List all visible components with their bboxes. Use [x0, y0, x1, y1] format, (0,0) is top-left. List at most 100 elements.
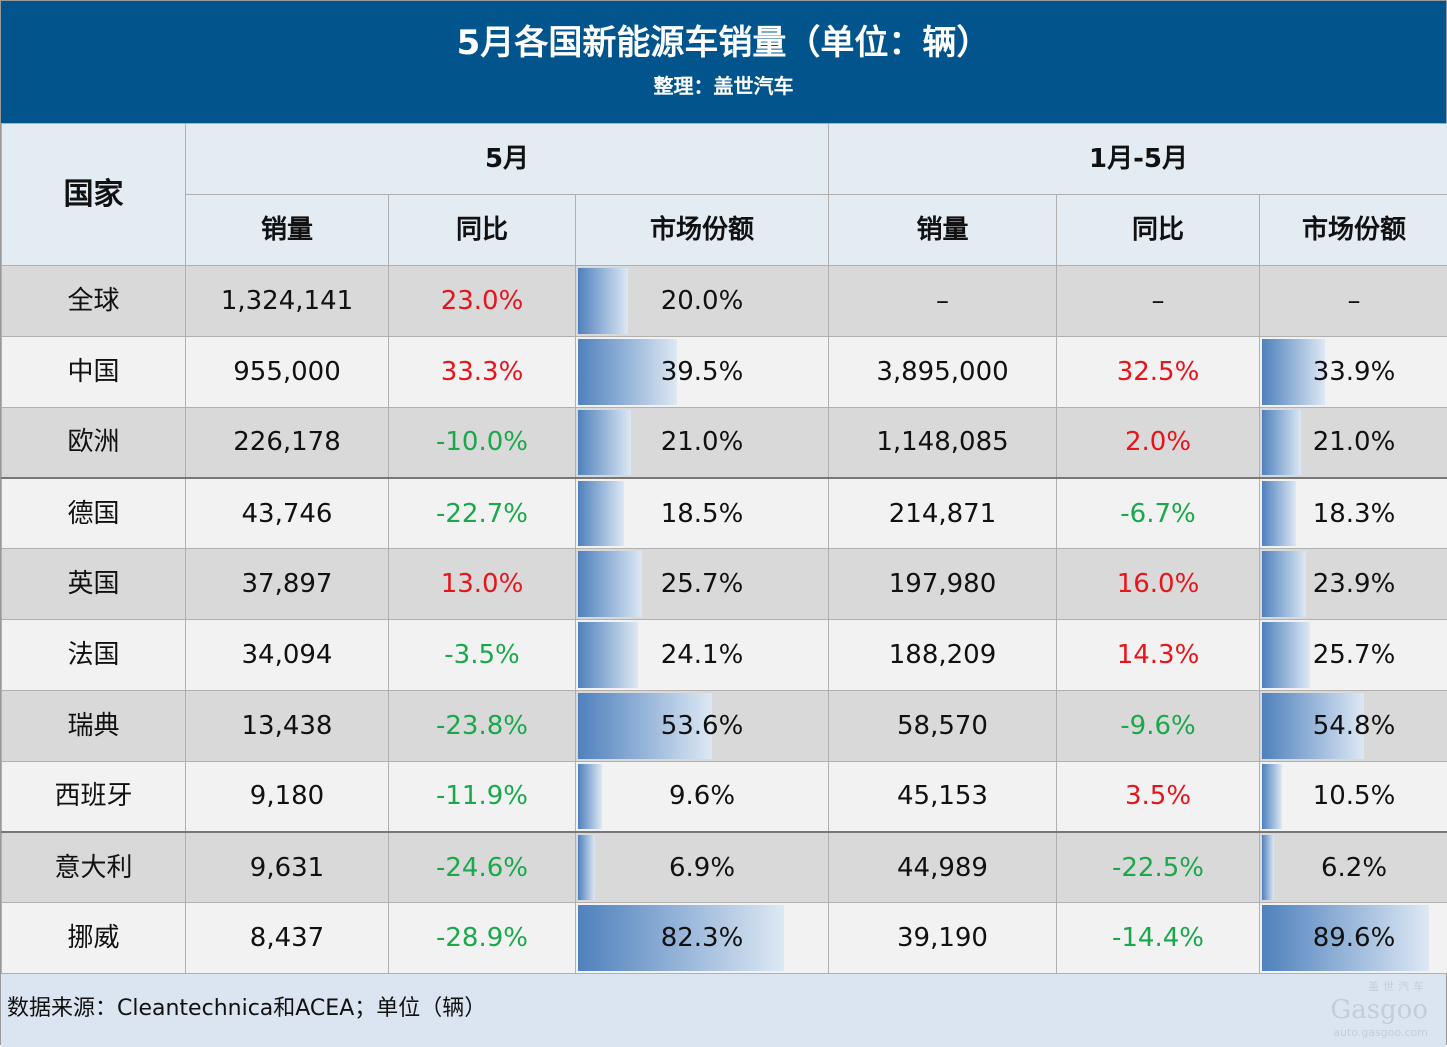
- ytd-share-cell: 25.7%: [1260, 619, 1447, 690]
- cell-value: 39,190: [897, 923, 988, 953]
- cell-value: -3.5%: [444, 640, 519, 670]
- share-bar: [1262, 410, 1301, 475]
- cell-value: 14.3%: [1117, 640, 1200, 670]
- ytd-sales-cell: 1,148,085: [829, 407, 1057, 478]
- may-sales-cell: 9,180: [186, 761, 389, 832]
- col-header: 市场份额: [576, 195, 829, 266]
- title-banner: 5月各国新能源车销量（单位：辆） 整理：盖世汽车: [1, 1, 1446, 123]
- ytd-sales-cell: 44,989: [829, 832, 1057, 903]
- country-cell: 德国: [2, 478, 186, 549]
- may-share-cell: 25.7%: [576, 549, 829, 620]
- ytd-sales-cell: –: [829, 266, 1057, 337]
- logo-url: auto.gasgoo.com: [1333, 1026, 1428, 1040]
- may-yoy-cell: -23.8%: [389, 690, 576, 761]
- cell-value: -22.5%: [1112, 853, 1204, 883]
- cell-value: –: [1348, 286, 1361, 316]
- may-yoy-cell: -3.5%: [389, 619, 576, 690]
- ytd-share-cell: 6.2%: [1260, 832, 1447, 903]
- may-yoy-cell: 33.3%: [389, 336, 576, 407]
- cell-value: 2.0%: [1125, 427, 1191, 457]
- country-cell: 西班牙: [2, 761, 186, 832]
- col-header: 销量: [186, 195, 389, 266]
- cell-value: 34,094: [242, 640, 333, 670]
- country-header: 国家: [2, 124, 186, 266]
- may-share-cell: 53.6%: [576, 690, 829, 761]
- may-sales-cell: 13,438: [186, 690, 389, 761]
- cell-value: 955,000: [233, 357, 341, 387]
- ytd-yoy-cell: 2.0%: [1057, 407, 1260, 478]
- cell-value: 8,437: [250, 923, 324, 953]
- share-bar: [578, 268, 628, 334]
- cell-value: -28.9%: [436, 923, 528, 953]
- ytd-sales-cell: 214,871: [829, 478, 1057, 549]
- ytd-share-cell: 54.8%: [1260, 690, 1447, 761]
- may-share-cell: 20.0%: [576, 266, 829, 337]
- ytd-yoy-cell: –: [1057, 266, 1260, 337]
- source-note: 数据来源：Cleantechnica和ACEA；单位（辆）: [7, 996, 486, 1021]
- cell-value: 23.9%: [1313, 569, 1396, 599]
- cell-value: 16.0%: [1117, 569, 1200, 599]
- ytd-share-cell: 18.3%: [1260, 478, 1447, 549]
- cell-value: 3.5%: [1125, 781, 1191, 811]
- share-bar: [578, 835, 595, 900]
- ytd-share-cell: 89.6%: [1260, 903, 1447, 974]
- cell-value: 18.5%: [661, 499, 744, 529]
- col-header: 市场份额: [1260, 195, 1447, 266]
- col-header: 销量: [829, 195, 1057, 266]
- cell-value: 214,871: [889, 499, 997, 529]
- cell-value: 58,570: [897, 711, 988, 741]
- cell-value: -6.7%: [1120, 499, 1195, 529]
- cell-value: 197,980: [889, 569, 997, 599]
- ytd-yoy-cell: -6.7%: [1057, 478, 1260, 549]
- cell-value: -24.6%: [436, 853, 528, 883]
- cell-value: 25.7%: [661, 569, 744, 599]
- may-share-cell: 6.9%: [576, 832, 829, 903]
- ytd-yoy-cell: -9.6%: [1057, 690, 1260, 761]
- cell-value: 226,178: [233, 427, 341, 457]
- cell-value: 1,324,141: [221, 286, 353, 316]
- country-cell: 英国: [2, 549, 186, 620]
- country-cell: 瑞典: [2, 690, 186, 761]
- cell-value: 9,631: [250, 853, 324, 883]
- may-yoy-cell: 23.0%: [389, 266, 576, 337]
- cell-value: 39.5%: [661, 357, 744, 387]
- may-yoy-cell: -24.6%: [389, 832, 576, 903]
- subtitle: 整理：盖世汽车: [1, 73, 1446, 99]
- logo-cn: 盖世汽车: [1368, 980, 1428, 994]
- gasgoo-logo-watermark: 盖世汽车 Gasgoo auto.gasgoo.com: [1330, 980, 1428, 1040]
- ytd-sales-cell: 3,895,000: [829, 336, 1057, 407]
- col-header: 同比: [389, 195, 576, 266]
- share-bar: [1262, 622, 1310, 688]
- cell-value: 82.3%: [661, 923, 744, 953]
- country-cell: 欧洲: [2, 407, 186, 478]
- may-sales-cell: 8,437: [186, 903, 389, 974]
- may-sales-cell: 955,000: [186, 336, 389, 407]
- col-header: 同比: [1057, 195, 1260, 266]
- cell-value: 1,148,085: [876, 427, 1008, 457]
- may-share-cell: 21.0%: [576, 407, 829, 478]
- country-cell: 意大利: [2, 832, 186, 903]
- may-yoy-cell: -11.9%: [389, 761, 576, 832]
- cell-value: 188,209: [889, 640, 997, 670]
- may-sales-cell: 37,897: [186, 549, 389, 620]
- cell-value: 13.0%: [441, 569, 524, 599]
- may-share-cell: 82.3%: [576, 903, 829, 974]
- ytd-share-cell: 33.9%: [1260, 336, 1447, 407]
- cell-value: 23.0%: [441, 286, 524, 316]
- cell-value: -23.8%: [436, 711, 528, 741]
- may-sales-cell: 43,746: [186, 478, 389, 549]
- cell-value: –: [936, 286, 949, 316]
- cell-value: –: [1152, 286, 1165, 316]
- ytd-yoy-cell: 16.0%: [1057, 549, 1260, 620]
- ytd-yoy-cell: 3.5%: [1057, 761, 1260, 832]
- share-bar: [578, 551, 642, 617]
- group-header-ytd: 1月-5月: [829, 124, 1447, 195]
- share-bar: [1262, 551, 1306, 617]
